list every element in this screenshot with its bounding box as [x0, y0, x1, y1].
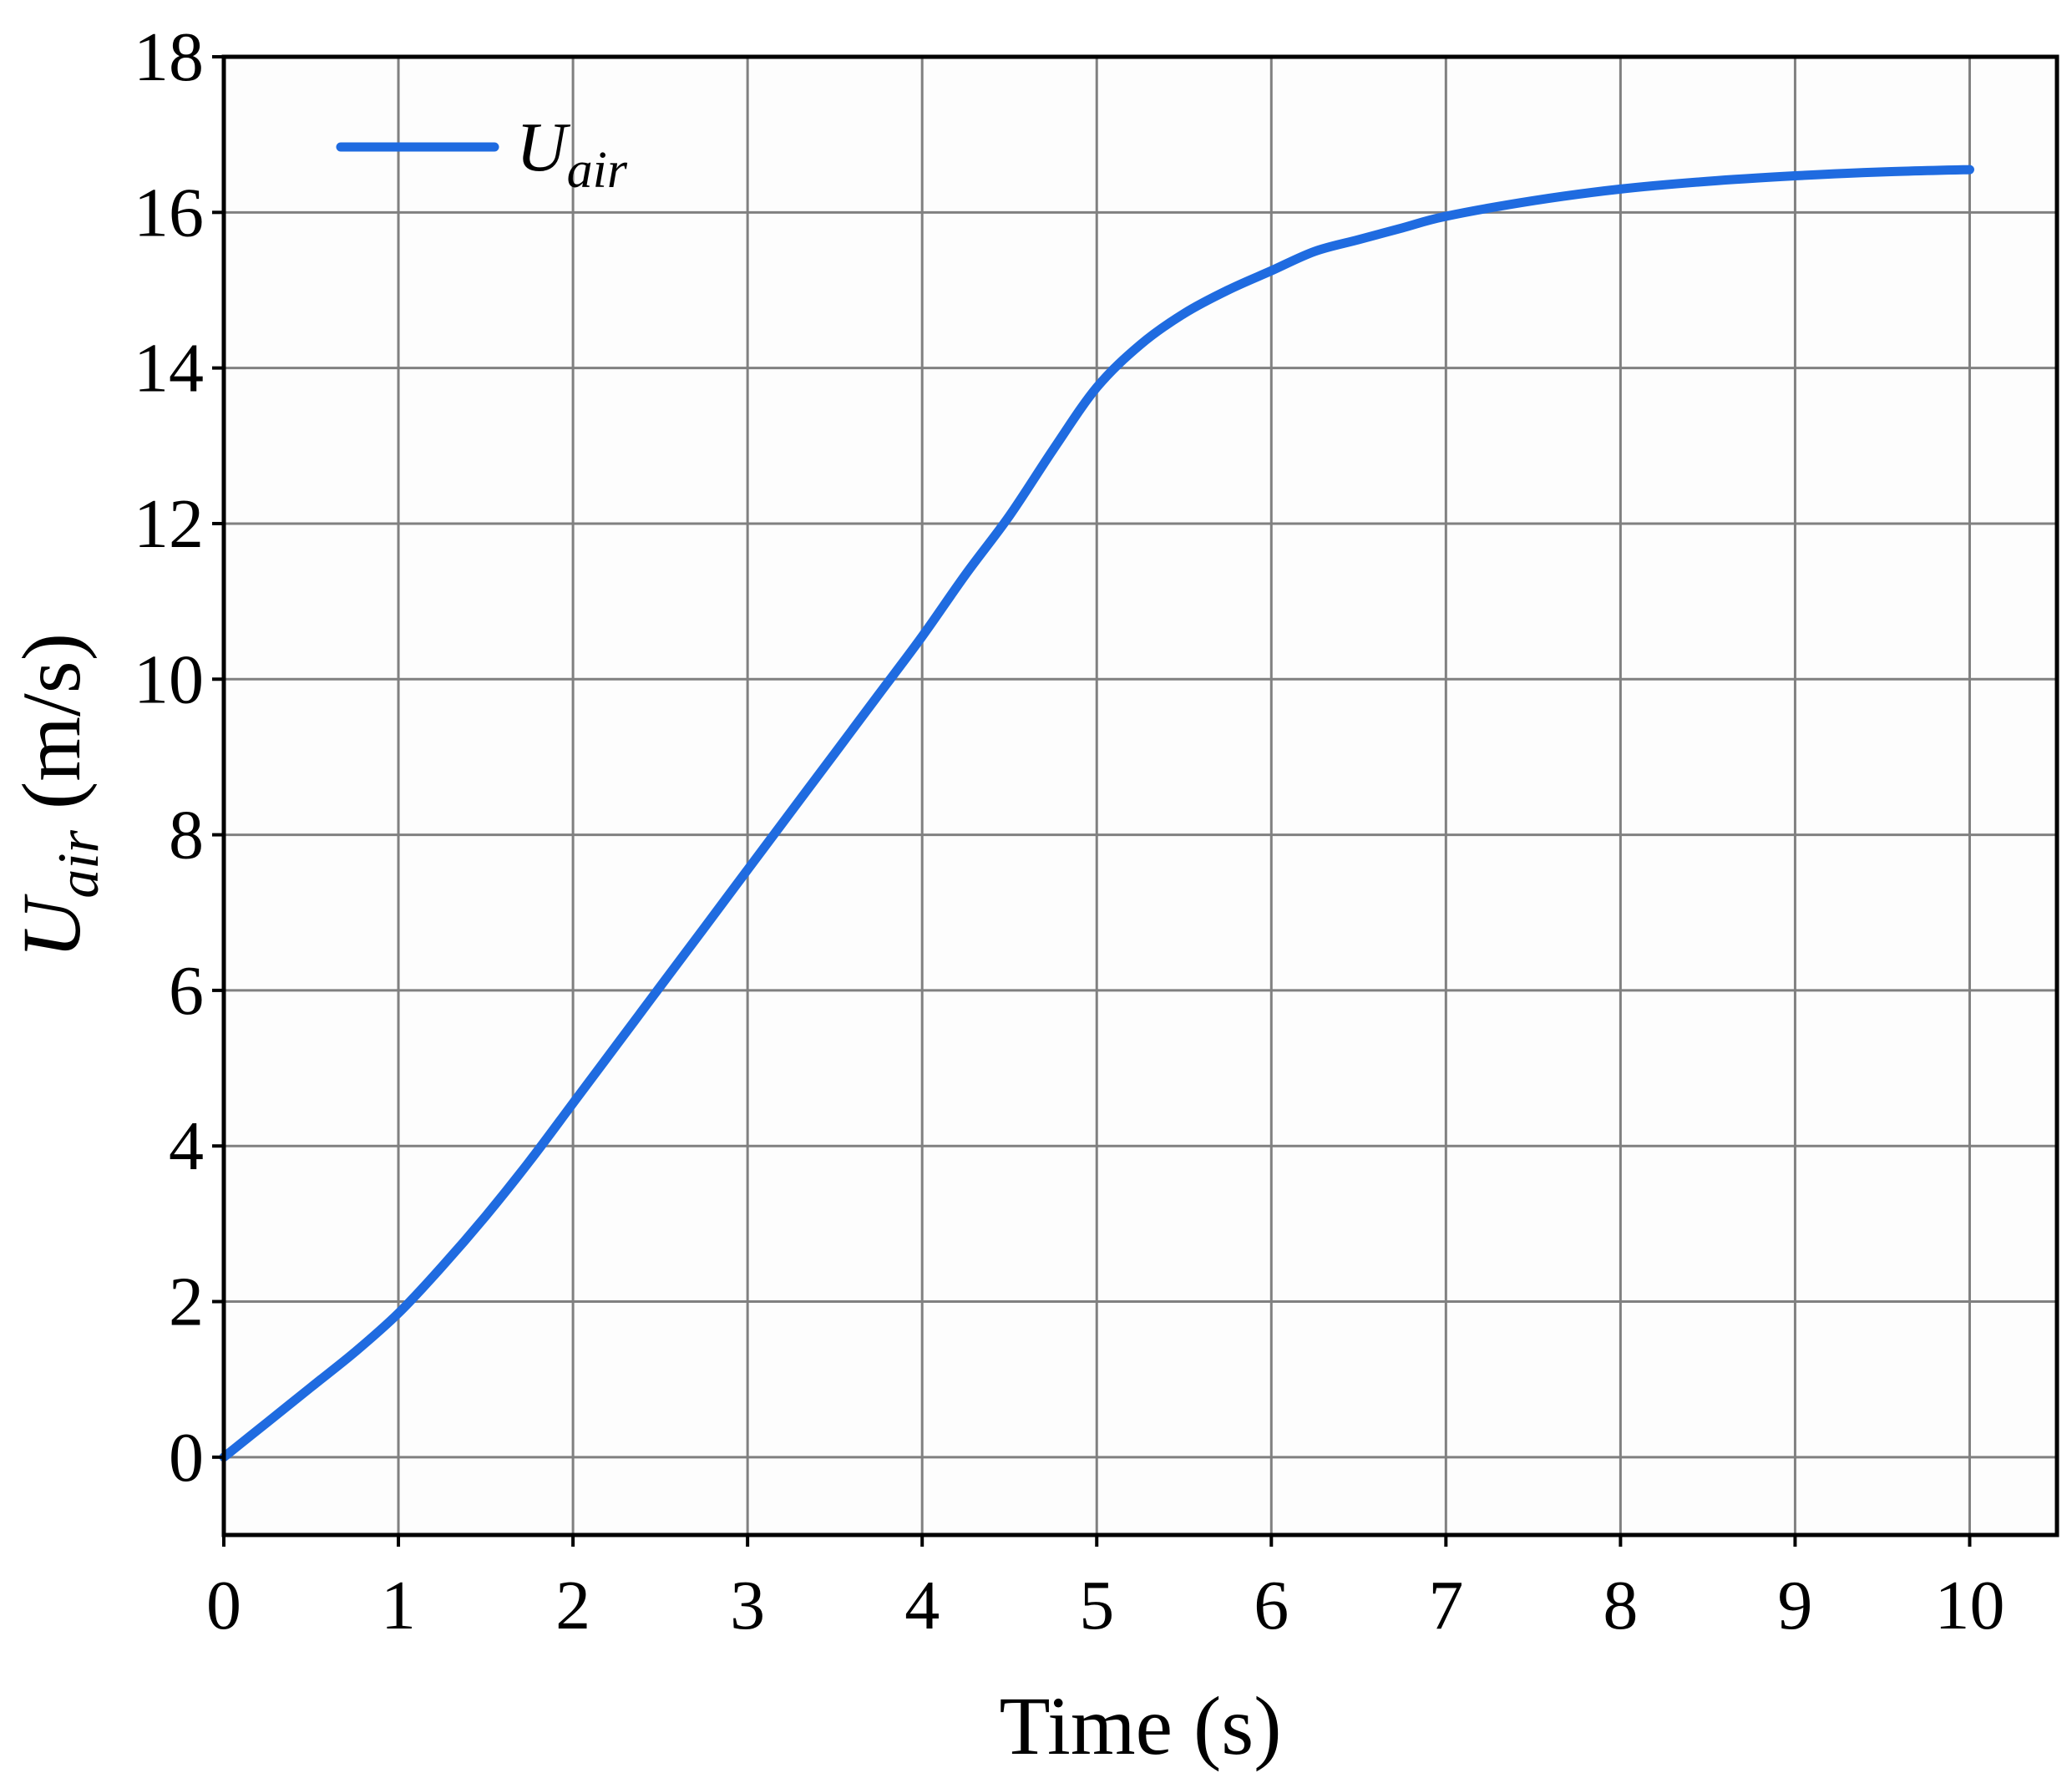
y-tick-label: 8	[169, 797, 204, 874]
y-axis-title-suffix: (m/s)	[5, 633, 98, 830]
grid	[222, 55, 2057, 1535]
y-tick-label: 14	[134, 330, 204, 408]
x-tick-label: 5	[1079, 1567, 1114, 1644]
y-axis-title-subscript: air	[47, 829, 111, 898]
y-axis-title-main: U	[5, 894, 98, 959]
y-tick-label: 6	[169, 952, 204, 1030]
x-tick-label: 0	[206, 1567, 241, 1644]
tick-marks	[212, 55, 1972, 1547]
y-tick-label: 4	[169, 1107, 204, 1185]
series-group	[219, 165, 1974, 1462]
y-tick-label: 18	[134, 18, 204, 96]
x-tick-label: 9	[1777, 1567, 1812, 1644]
y-tick-label: 10	[134, 641, 204, 718]
x-tick-label: 4	[904, 1567, 940, 1644]
y-axis-title: Uair (m/s)	[5, 633, 111, 959]
plot-area	[224, 57, 2057, 1535]
x-axis-title: Time (s)	[999, 1679, 1281, 1772]
legend: Uair	[336, 109, 628, 199]
legend-label-main: U	[516, 109, 571, 186]
legend-label-subscript: air	[567, 142, 628, 199]
x-tick-label: 1	[381, 1567, 416, 1644]
y-tick-label: 2	[169, 1264, 204, 1341]
x-tick-label: 10	[1934, 1567, 2004, 1644]
series-line-u-air	[219, 165, 1974, 1462]
x-tick-label: 7	[1428, 1567, 1463, 1644]
x-tick-label: 3	[730, 1567, 765, 1644]
legend-label: Uair	[516, 109, 628, 199]
axes-frame	[221, 54, 2059, 1537]
y-tick-label: 12	[134, 485, 204, 563]
y-tick-label: 0	[169, 1419, 204, 1497]
x-tick-label: 2	[555, 1567, 590, 1644]
y-tick-label: 16	[134, 174, 204, 251]
x-tick-label: 6	[1254, 1567, 1289, 1644]
x-tick-label: 8	[1603, 1567, 1638, 1644]
